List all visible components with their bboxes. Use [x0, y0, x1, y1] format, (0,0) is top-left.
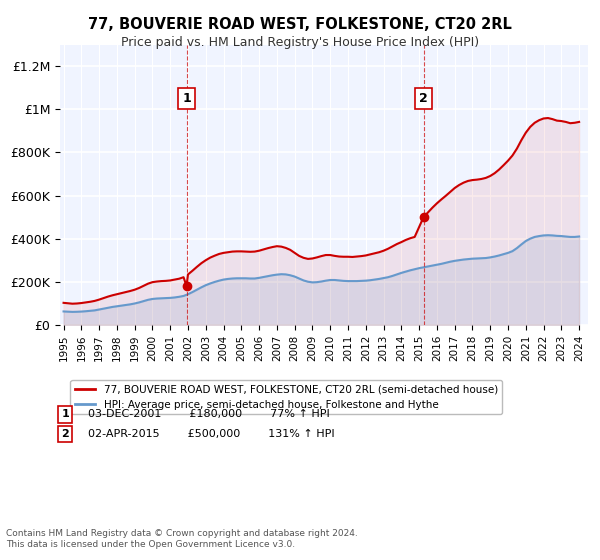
Text: 77, BOUVERIE ROAD WEST, FOLKESTONE, CT20 2RL: 77, BOUVERIE ROAD WEST, FOLKESTONE, CT20… [88, 17, 512, 32]
Text: 2: 2 [61, 429, 69, 439]
Text: 2: 2 [419, 92, 428, 105]
Text: 1: 1 [61, 409, 69, 419]
Text: 02-APR-2015        £500,000        131% ↑ HPI: 02-APR-2015 £500,000 131% ↑ HPI [81, 429, 335, 439]
Text: Price paid vs. HM Land Registry's House Price Index (HPI): Price paid vs. HM Land Registry's House … [121, 36, 479, 49]
Text: 1: 1 [182, 92, 191, 105]
Text: 03-DEC-2001        £180,000        77% ↑ HPI: 03-DEC-2001 £180,000 77% ↑ HPI [81, 409, 330, 419]
Text: Contains HM Land Registry data © Crown copyright and database right 2024.
This d: Contains HM Land Registry data © Crown c… [6, 529, 358, 549]
Legend: 77, BOUVERIE ROAD WEST, FOLKESTONE, CT20 2RL (semi-detached house), HPI: Average: 77, BOUVERIE ROAD WEST, FOLKESTONE, CT20… [70, 380, 502, 414]
